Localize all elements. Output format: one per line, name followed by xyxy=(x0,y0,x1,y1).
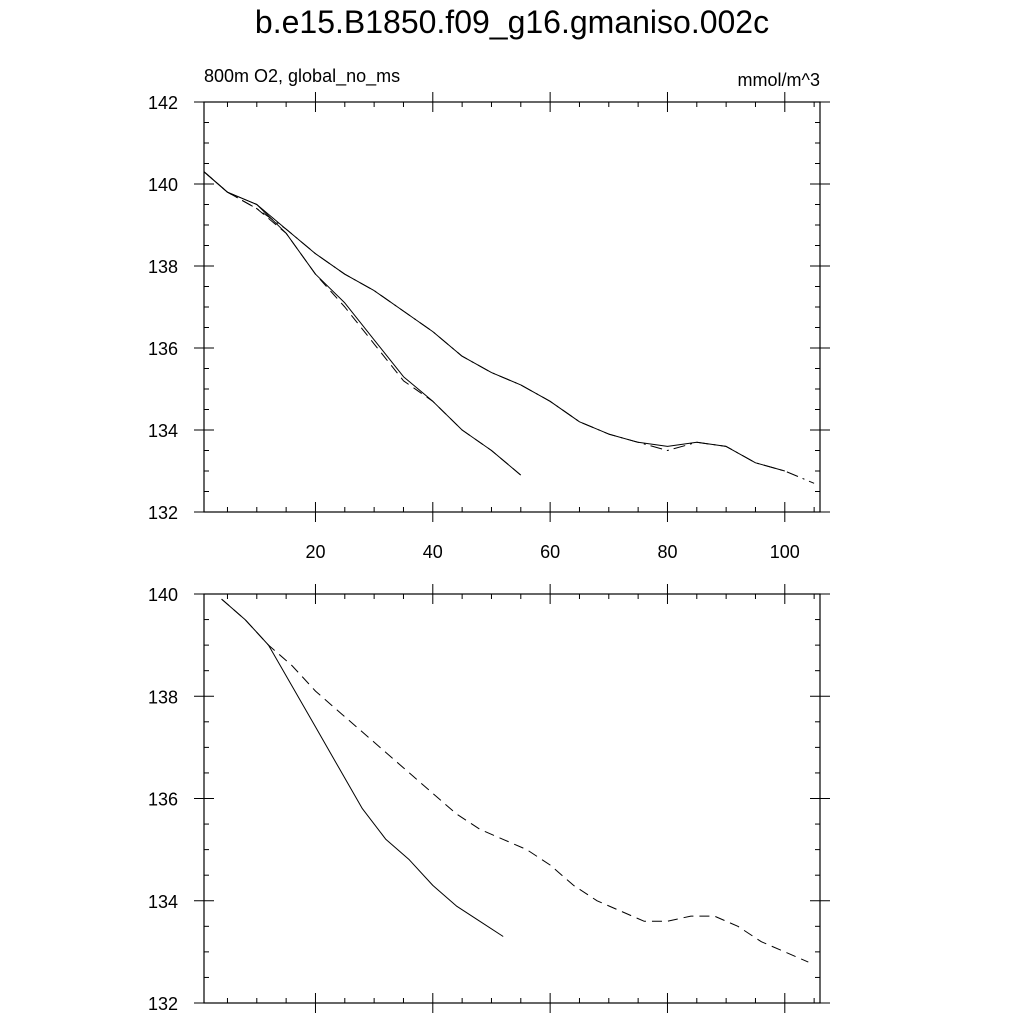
x-tick-label: 40 xyxy=(423,542,443,562)
units-label: mmol/m^3 xyxy=(738,70,820,90)
series-line-1 xyxy=(203,171,522,476)
y-tick-label: 140 xyxy=(148,585,178,605)
series-line-2 xyxy=(221,598,809,963)
plot-frame xyxy=(203,101,821,513)
series-line-4 xyxy=(203,171,815,484)
y-tick-label: 138 xyxy=(148,687,178,707)
y-tick-label: 142 xyxy=(148,93,178,113)
series-line-3 xyxy=(203,171,785,472)
variable-label: 800m O2, global_no_ms xyxy=(204,66,400,87)
x-tick-label: 100 xyxy=(770,542,800,562)
y-tick-label: 136 xyxy=(148,339,178,359)
y-tick-label: 136 xyxy=(148,790,178,810)
bottom-panel: 132 134 136 138 140 xyxy=(148,584,830,1014)
y-tick-label: 132 xyxy=(148,994,178,1014)
top-panel: 20 40 60 80 100 132 134 136 138 140 142 800m O2, gl… xyxy=(148,66,830,562)
series-line-2 xyxy=(203,171,522,476)
y-tick-label: 134 xyxy=(148,421,178,441)
x-tick-label: 20 xyxy=(305,542,325,562)
y-tick-label: 138 xyxy=(148,257,178,277)
chart-title: b.e15.B1850.f09_g16.gmaniso.002c xyxy=(254,4,770,40)
series-line-1 xyxy=(221,598,504,937)
plot-frame xyxy=(203,593,821,1004)
x-tick-label: 80 xyxy=(657,542,677,562)
y-tick-label: 134 xyxy=(148,892,178,912)
y-tick-label: 132 xyxy=(148,503,178,523)
y-tick-label: 140 xyxy=(148,175,178,195)
x-tick-label: 60 xyxy=(540,542,560,562)
